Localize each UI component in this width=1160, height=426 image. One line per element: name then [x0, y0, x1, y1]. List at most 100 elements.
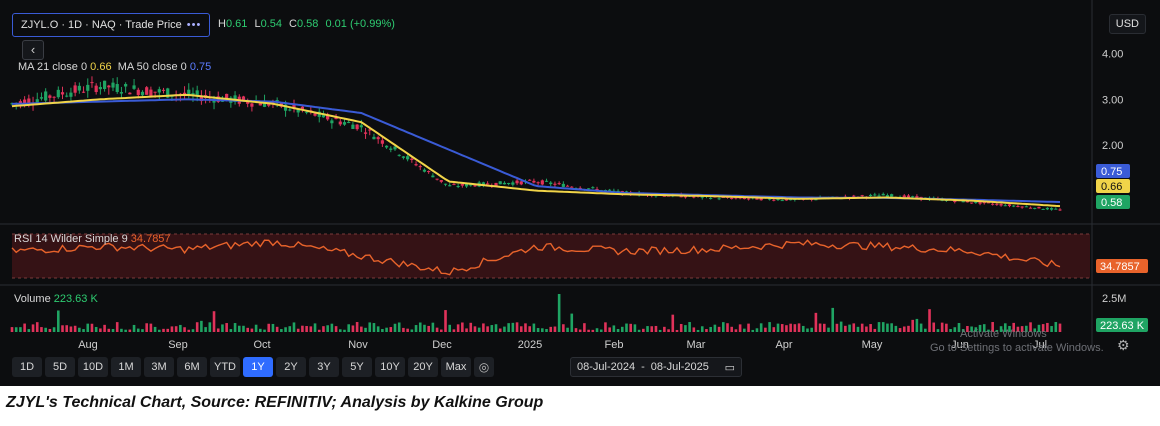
volume-axis-label: 2.5M — [1102, 293, 1126, 305]
volume-bar — [360, 326, 363, 332]
x-axis-label: Feb — [605, 339, 624, 351]
candle-body — [39, 97, 44, 99]
volume-bar — [494, 324, 498, 332]
x-axis-label: Jun — [951, 339, 969, 351]
volume-bar — [936, 329, 940, 332]
volume-bar — [355, 322, 359, 332]
rsi-legend: RSI 14 Wilder Simple 9 34.7857 — [14, 233, 171, 245]
volume-bar — [212, 311, 216, 332]
range-button-1d[interactable]: 1D — [12, 357, 42, 377]
volume-bar — [317, 329, 321, 332]
calendar-icon[interactable]: ▭ — [724, 361, 735, 374]
volume-bar — [633, 324, 637, 332]
settings-icon[interactable]: ⚙ — [1117, 337, 1130, 353]
volume-bar — [364, 327, 367, 332]
volume-bar — [591, 329, 595, 332]
volume-bar — [376, 326, 380, 332]
chevron-left-icon[interactable]: ‹ — [22, 40, 44, 60]
volume-bar — [789, 323, 792, 332]
volume-bar — [124, 329, 127, 332]
volume-bar — [957, 323, 961, 332]
volume-bar — [881, 322, 885, 332]
volume-bar — [254, 324, 258, 332]
chart-frame: 4.00 3.00 2.00 0.75 0.66 0.58 34.7857 2.5M 223.6… — [0, 0, 1160, 386]
range-button-ytd[interactable]: YTD — [210, 357, 240, 377]
volume-bar — [595, 328, 599, 332]
date-range-picker[interactable]: 08-Jul-2024 - 08-Jul-2025 ▭ — [570, 357, 742, 377]
volume-bar — [183, 327, 186, 332]
volume-bar — [229, 329, 233, 332]
candle-body — [18, 101, 23, 104]
candle-body — [422, 169, 427, 172]
volume-bar — [347, 324, 351, 332]
volume-bar — [709, 326, 712, 332]
candle-body — [464, 183, 469, 187]
candle-body — [56, 89, 60, 98]
range-button-10y[interactable]: 10Y — [375, 357, 405, 377]
volume-bar — [692, 327, 696, 332]
x-axis-label: Mar — [687, 339, 706, 351]
volume-bar — [440, 329, 443, 332]
range-button-20y[interactable]: 20Y — [408, 357, 438, 377]
candle-body — [250, 103, 254, 107]
range-button-1m[interactable]: 1M — [111, 357, 141, 377]
range-button-1y[interactable]: 1Y — [243, 357, 273, 377]
volume-bar — [221, 324, 224, 332]
range-button-2y[interactable]: 2Y — [276, 357, 306, 377]
volume-bar — [898, 328, 902, 332]
volume-bar — [149, 323, 153, 332]
volume-bar — [667, 329, 670, 332]
x-axis-label: Nov — [348, 339, 368, 351]
range-button-5d[interactable]: 5D — [45, 357, 75, 377]
range-button-3m[interactable]: 3M — [144, 357, 174, 377]
candle-body — [182, 92, 187, 95]
candle-body — [124, 84, 128, 87]
ohlc-readout: H0.61 L0.54 C0.58 0.01 (+0.99%) — [218, 18, 399, 30]
rsi-line — [11, 239, 1061, 276]
currency-selector[interactable]: USD — [1108, 14, 1146, 34]
rsi-badge-label: 34.7857 — [1100, 261, 1140, 273]
candle-body — [565, 185, 570, 187]
candle-body — [359, 125, 363, 128]
volume-bar — [444, 310, 447, 332]
volume-bar — [153, 326, 157, 332]
candle-body — [553, 183, 557, 185]
range-button-3y[interactable]: 3Y — [309, 357, 339, 377]
volume-bar — [82, 329, 85, 332]
candle-body — [995, 203, 999, 205]
volume-bar — [410, 329, 414, 332]
volume-bar — [44, 327, 47, 332]
volume-bar — [844, 325, 847, 332]
x-axis-label: Oct — [253, 339, 270, 351]
range-button-max[interactable]: Max — [441, 357, 471, 377]
rsi-badge — [1096, 259, 1148, 273]
candle-body — [544, 180, 549, 182]
range-options-icon[interactable]: ◎ — [474, 357, 494, 377]
volume-bar — [637, 329, 641, 332]
candle-body — [145, 87, 149, 95]
candle-body — [418, 166, 422, 168]
volume-bar — [120, 328, 123, 332]
candle-body — [1020, 206, 1024, 208]
volume-bar — [343, 329, 346, 332]
volume-bar — [663, 326, 666, 332]
volume-bar — [907, 325, 910, 332]
candle-body — [90, 82, 94, 84]
volume-bar — [1029, 322, 1032, 332]
candle-body — [528, 179, 532, 181]
candle-body — [330, 120, 334, 124]
symbol-legend[interactable]: ZJYL.O · 1D · NAQ · Trade Price ••• — [12, 13, 211, 37]
volume-bar — [284, 327, 287, 332]
volume-bar — [469, 322, 473, 332]
range-button-10d[interactable]: 10D — [78, 357, 108, 377]
candle-body — [481, 182, 485, 186]
candle-body — [389, 148, 393, 150]
x-axis-label: May — [862, 339, 883, 351]
range-button-6m[interactable]: 6M — [177, 357, 207, 377]
candle-body — [305, 111, 309, 113]
volume-bar — [351, 325, 355, 332]
candle-body — [746, 198, 751, 200]
candle-body — [191, 93, 195, 96]
more-dots-icon[interactable]: ••• — [186, 19, 202, 31]
range-button-5y[interactable]: 5Y — [342, 357, 372, 377]
